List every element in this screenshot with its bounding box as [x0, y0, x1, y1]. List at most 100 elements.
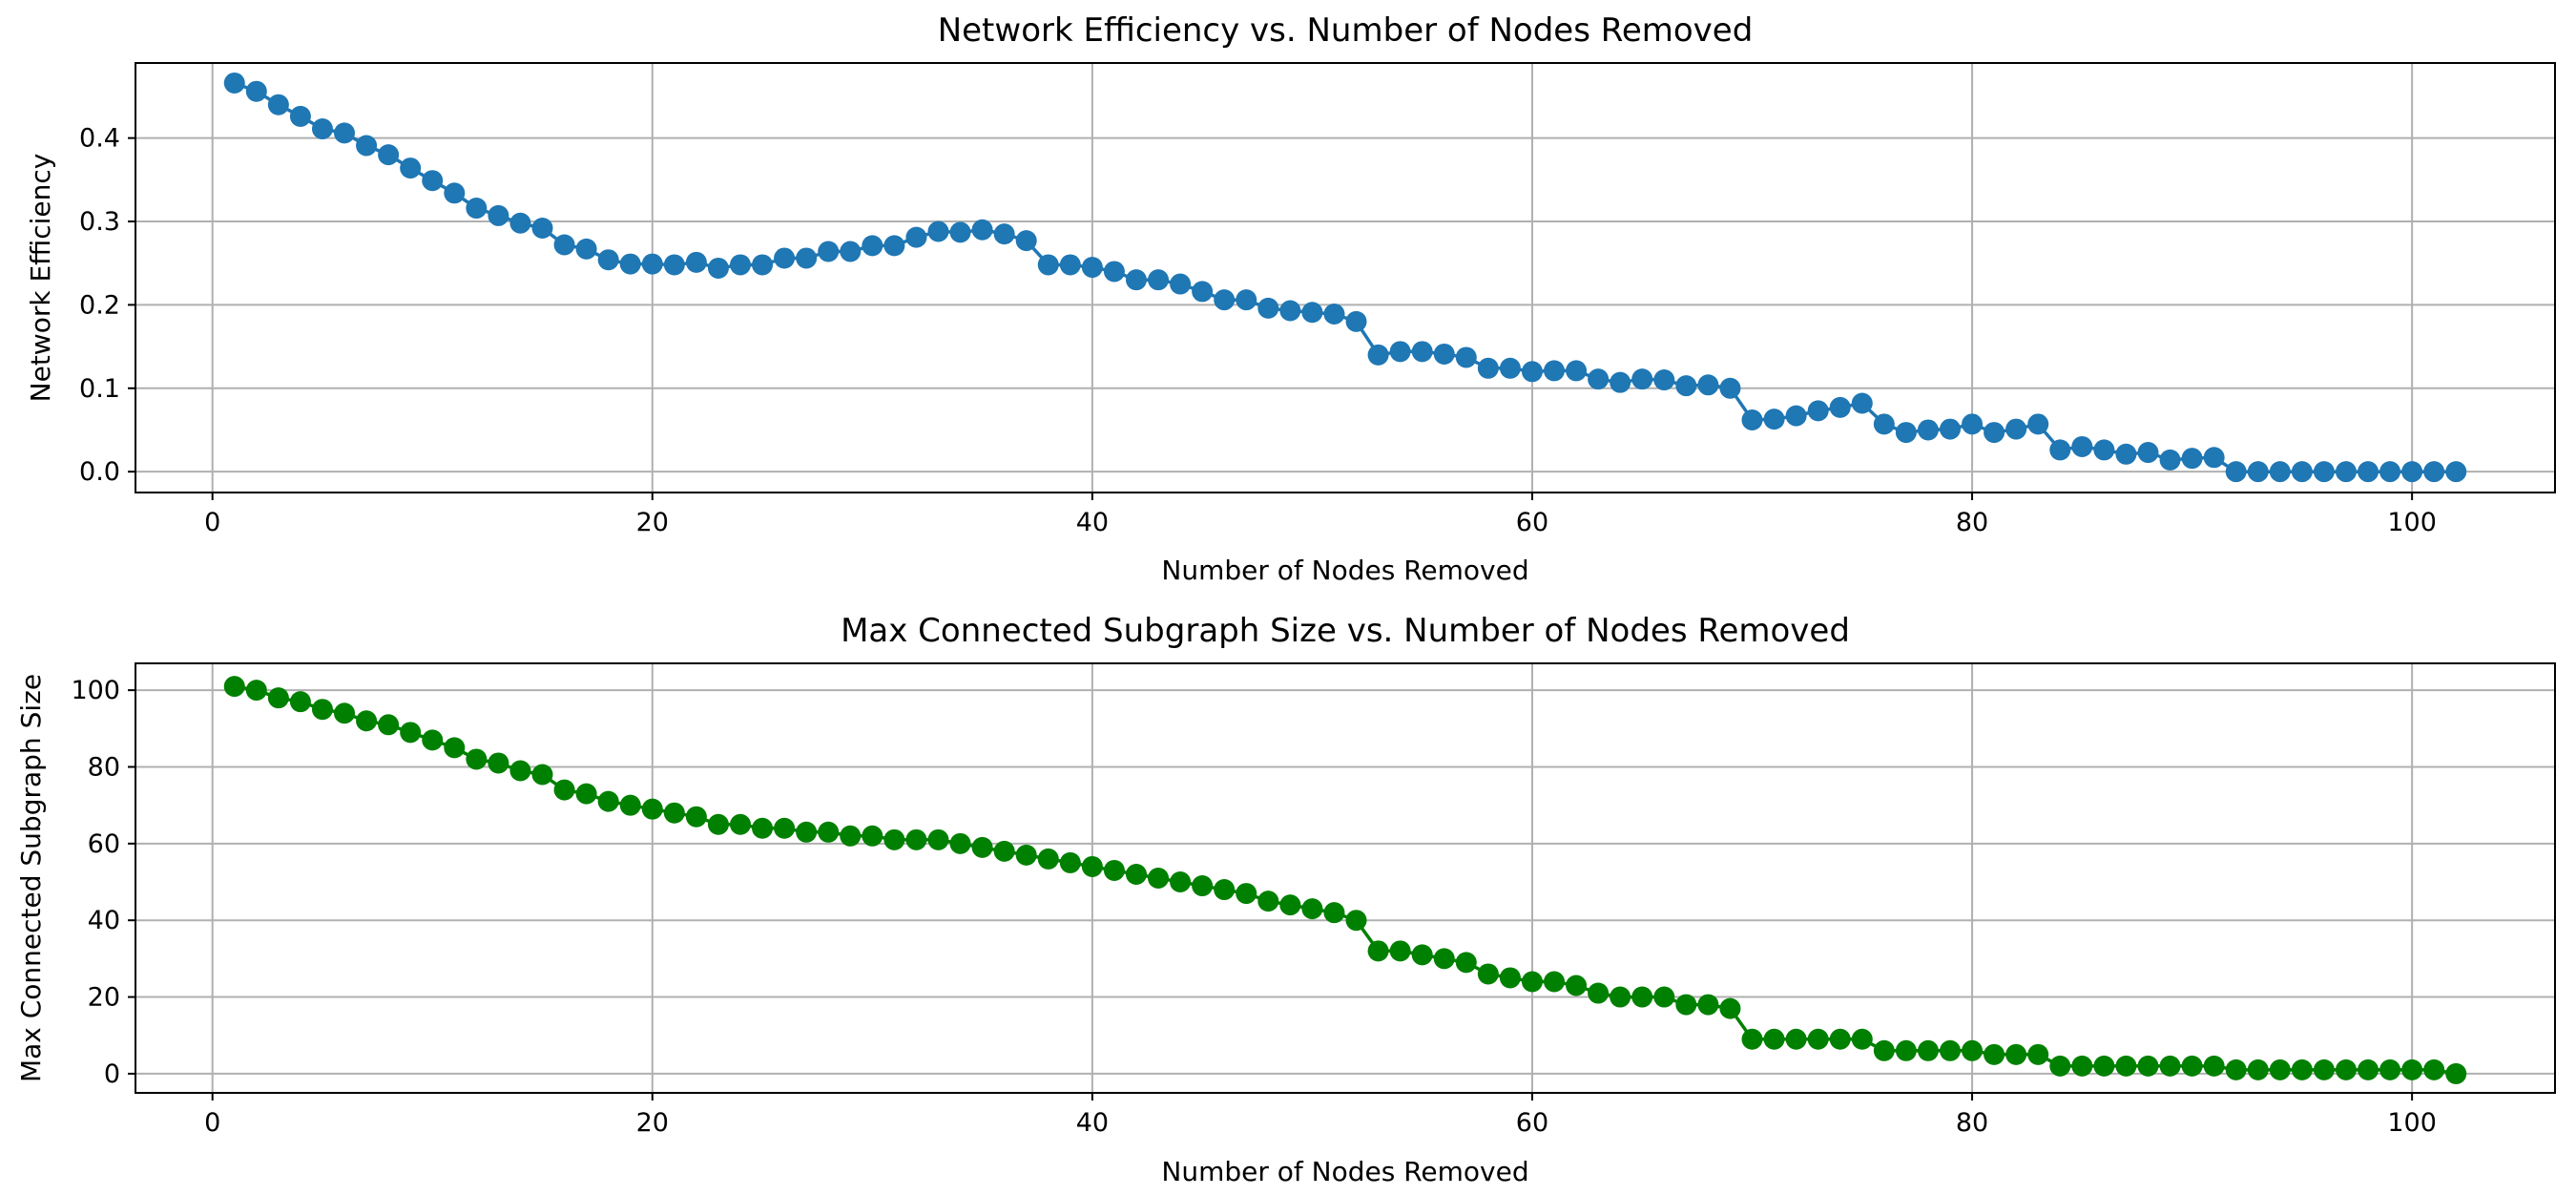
subgraph-data-point [1895, 1039, 1917, 1061]
subgraph-data-point [1236, 883, 1257, 905]
efficiency-x-tick-label: 100 [2387, 508, 2437, 537]
efficiency-data-point [1610, 371, 1631, 393]
subgraph-x-tick-label: 40 [1076, 1108, 1109, 1138]
efficiency-data-point [774, 247, 796, 269]
subgraph-data-point [883, 828, 905, 850]
efficiency-data-point [422, 170, 444, 192]
subgraph-data-point [223, 676, 245, 698]
efficiency-data-point [2335, 461, 2357, 483]
subgraph-data-point [1015, 844, 1037, 866]
efficiency-data-point [1236, 289, 1257, 311]
efficiency-data-point [509, 212, 531, 234]
subgraph-data-point [2335, 1059, 2357, 1080]
efficiency-data-point [2423, 461, 2445, 483]
subgraph-data-point [597, 790, 619, 812]
subgraph-data-point [2159, 1055, 2181, 1077]
efficiency-data-point [2445, 461, 2467, 483]
efficiency-data-point [466, 198, 488, 220]
efficiency-data-point [949, 221, 971, 243]
subgraph-data-point [466, 748, 488, 770]
efficiency-y-tick-label: 0.4 [79, 124, 120, 154]
subgraph-data-point [2225, 1059, 2247, 1080]
subgraph-data-point [905, 828, 927, 850]
efficiency-x-tick-label: 40 [1076, 508, 1109, 537]
efficiency-data-point [1081, 257, 1103, 279]
efficiency-data-point [1984, 422, 2005, 444]
efficiency-data-point [905, 226, 927, 248]
subgraph-data-point [2137, 1055, 2159, 1077]
subgraph-data-point [1807, 1028, 1829, 1050]
efficiency-data-point [1345, 310, 1367, 332]
efficiency-series [223, 72, 2467, 483]
efficiency-data-point [2379, 461, 2401, 483]
efficiency-data-point [2071, 435, 2093, 457]
efficiency-data-point [378, 144, 400, 166]
subgraph-data-point [1851, 1028, 1873, 1050]
efficiency-chart-title: Network Efficiency vs. Number of Nodes R… [938, 11, 1754, 50]
subgraph-data-point [1367, 940, 1389, 962]
subgraph-data-point [267, 687, 289, 709]
efficiency-data-point [1148, 269, 1170, 291]
subgraph-data-point [1544, 971, 1566, 993]
efficiency-data-point [730, 254, 751, 276]
subgraph-data-point [2049, 1055, 2071, 1077]
efficiency-data-point [840, 241, 862, 262]
subgraph-data-point [334, 702, 356, 724]
efficiency-series-line [234, 81, 2457, 473]
efficiency-data-point [2005, 418, 2027, 440]
efficiency-data-point [619, 253, 641, 275]
subgraph-data-point [1873, 1039, 1895, 1061]
efficiency-data-point [334, 122, 356, 144]
efficiency-data-point [1697, 374, 1719, 396]
efficiency-data-point [993, 223, 1015, 245]
efficiency-data-point [707, 257, 729, 279]
efficiency-data-point [1214, 289, 1236, 311]
subgraph-data-point [2423, 1059, 2445, 1080]
efficiency-data-point [1059, 254, 1081, 276]
subgraph-data-point [1741, 1028, 1763, 1050]
subgraph-data-point [1433, 948, 1455, 970]
subgraph-data-point [2247, 1059, 2269, 1080]
efficiency-data-point [1895, 422, 1917, 444]
efficiency-x-tick-label: 60 [1516, 508, 1548, 537]
subgraph-data-point [2401, 1059, 2423, 1080]
subgraph-data-point [1719, 997, 1741, 1019]
efficiency-data-point [1807, 400, 1829, 422]
subgraph-ticks: 0 20 40 60 80 100 0 20 40 60 80 100 [71, 676, 2436, 1138]
efficiency-data-point [1411, 341, 1433, 363]
efficiency-x-tick-label: 20 [636, 508, 669, 537]
efficiency-data-point [2159, 449, 2181, 471]
efficiency-data-point [223, 72, 245, 94]
efficiency-data-point [1719, 377, 1741, 399]
efficiency-data-point [575, 238, 597, 260]
efficiency-data-point [2027, 413, 2049, 435]
subgraph-data-point [488, 752, 509, 774]
efficiency-data-point [796, 247, 818, 269]
subgraph-axes-frame [135, 662, 2556, 1094]
subgraph-data-point [2358, 1059, 2379, 1080]
subgraph-data-point [553, 779, 575, 801]
efficiency-data-point [1962, 413, 1984, 435]
efficiency-data-point [488, 204, 509, 226]
subgraph-data-point [1675, 994, 1697, 1016]
subgraph-data-point [927, 828, 949, 850]
subgraph-data-point [862, 825, 883, 847]
efficiency-data-point [1301, 302, 1323, 324]
subgraph-data-point [1455, 952, 1477, 974]
subgraph-data-point [1940, 1039, 1961, 1061]
subgraph-data-point [1214, 879, 1236, 901]
efficiency-data-point [2358, 461, 2379, 483]
efficiency-data-point [1192, 281, 1214, 303]
subgraph-data-point [2005, 1043, 2027, 1065]
efficiency-data-point [1873, 413, 1895, 435]
efficiency-plot: Network Efficiency vs. Number of Nodes R… [25, 11, 2556, 586]
subgraph-data-point [1984, 1043, 2005, 1065]
efficiency-data-point [1917, 419, 1939, 441]
subgraph-data-point [356, 710, 378, 732]
subgraph-data-point [993, 840, 1015, 862]
subgraph-data-point [2291, 1059, 2313, 1080]
subgraph-data-point [818, 821, 840, 843]
efficiency-data-point [752, 254, 774, 276]
subgraph-data-point [619, 794, 641, 816]
subgraph-data-point [774, 817, 796, 839]
